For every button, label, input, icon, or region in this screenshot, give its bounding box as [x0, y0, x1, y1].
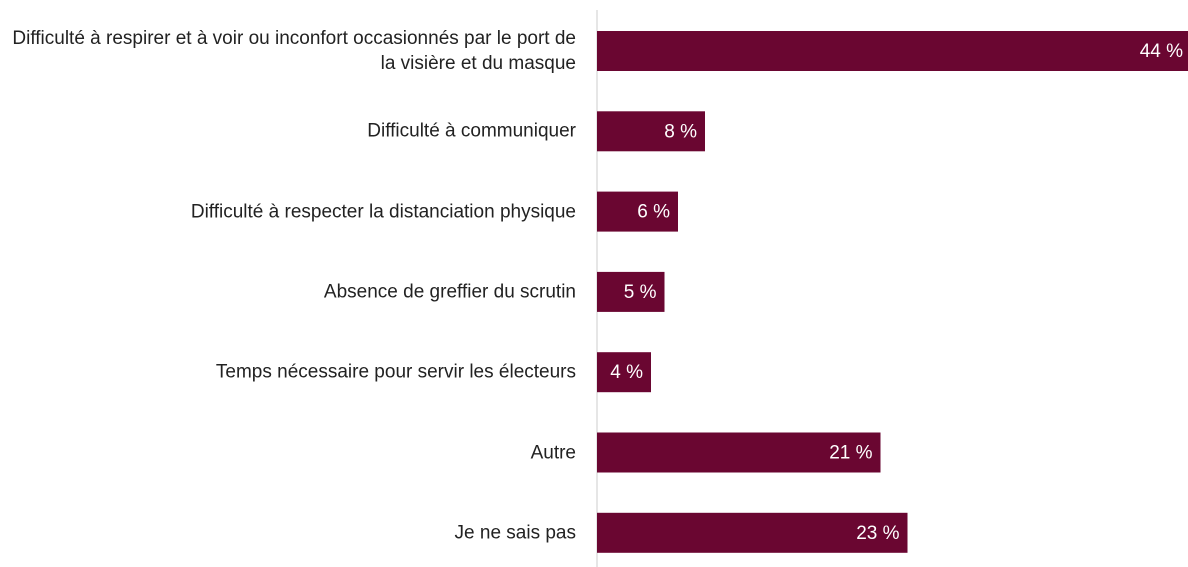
- bar: [597, 271, 665, 312]
- bar: [597, 352, 651, 393]
- category-label: Difficulté à respecter la distanciation …: [190, 201, 576, 223]
- bar: [597, 191, 678, 232]
- category-label: Difficulté à communiquer: [367, 120, 576, 142]
- category-label: Temps nécessaire pour servir les électeu…: [215, 361, 576, 383]
- value-label: 8 %: [664, 121, 697, 142]
- value-label: 21 %: [829, 443, 872, 464]
- category-label: Je ne sais pas: [454, 522, 576, 544]
- bar: [597, 432, 881, 473]
- value-label: 6 %: [637, 202, 670, 223]
- value-label: 23 %: [856, 523, 899, 544]
- value-label: 44 %: [1140, 41, 1183, 62]
- category-label: Autre: [530, 442, 576, 463]
- category-label: Absence de greffier du scrutin: [323, 281, 576, 303]
- value-label: 4 %: [610, 362, 643, 383]
- category-label: Difficulté à respirer et à voir ou incon…: [12, 28, 576, 74]
- bar: [597, 111, 705, 152]
- value-label: 5 %: [624, 282, 657, 303]
- bar: [597, 31, 1188, 71]
- bar: [597, 512, 908, 553]
